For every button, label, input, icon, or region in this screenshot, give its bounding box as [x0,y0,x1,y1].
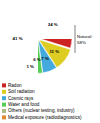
legend-label: Radon [8,83,22,88]
chart: 34 % 11 %7 %6 % 1 % 41 % Natural:58% RadonSoi… [0,0,100,123]
data-label: 11 % [49,49,59,54]
pie [38,39,72,73]
legend-item: Soil radiation [2,89,35,94]
data-label: 41 % [13,36,23,41]
legend-item: Cosmic rays [2,96,34,101]
annotation: Natural:58% [77,34,92,44]
legend-swatch [2,90,6,94]
annotation-line: 58% [77,39,86,44]
legend-label: Others (nuclear testing, industry) [8,109,75,114]
legend-swatch [2,83,6,87]
legend: RadonSoil radiation Cosmic raysWater and … [2,83,82,120]
legend-swatch [2,103,6,107]
legend-item: Medical exposure (radiodiagnostics) [2,115,82,120]
data-label: 7 % [41,56,49,61]
legend-swatch [2,109,6,113]
legend-label: Cosmic rays [8,96,34,101]
legend-label: Water and food [8,102,40,107]
data-label: 34 % [48,22,58,27]
bracket [75,25,76,53]
legend-swatch [2,96,6,100]
legend-item: Water and food [2,102,40,107]
legend-item: Radon [2,83,22,88]
legend-swatch [2,115,6,119]
legend-label: Soil radiation [8,89,35,94]
data-labels: 34 % 11 %7 %6 % 1 % 41 % [13,22,60,69]
legend-item: Others (nuclear testing, industry) [2,109,75,114]
legend-label: Medical exposure (radiodiagnostics) [8,115,82,120]
data-label: 6 % [33,57,41,62]
data-label: 1 % [26,64,34,69]
